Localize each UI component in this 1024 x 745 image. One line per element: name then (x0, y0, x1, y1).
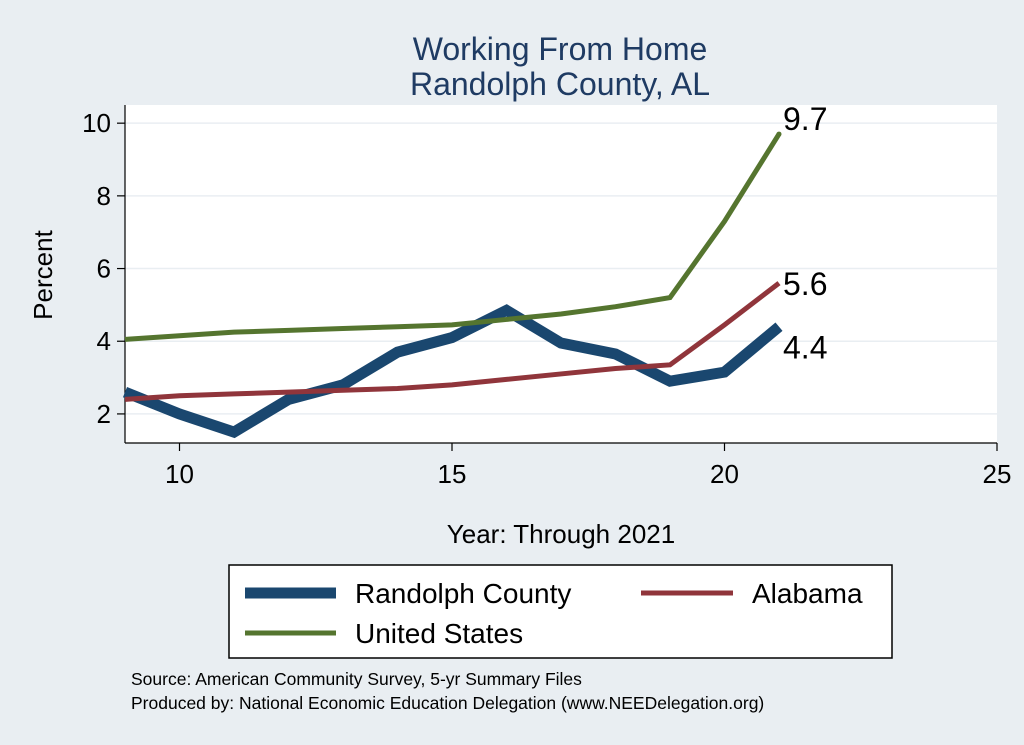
source-note: Source: American Community Survey, 5-yr … (131, 669, 582, 689)
legend-label-united-states: United States (355, 618, 523, 649)
series-lines (122, 131, 783, 439)
produced-by-note: Produced by: National Economic Education… (131, 693, 764, 713)
end-label-alabama: 5.6 (783, 266, 827, 302)
x-tick-label: 20 (710, 459, 739, 489)
end-labels: 4.4 5.6 9.7 (783, 101, 827, 366)
x-tick-label: 10 (165, 459, 194, 489)
x-axis-label: Year: Through 2021 (447, 519, 675, 549)
legend-box (228, 564, 893, 659)
x-tick-label: 25 (983, 459, 1012, 489)
y-tick-label: 2 (97, 399, 111, 429)
legend-label-alabama: Alabama (752, 578, 863, 609)
y-tick-label: 10 (82, 108, 111, 138)
series-line-randolph-county (122, 304, 783, 439)
series-line-united-states (124, 132, 782, 342)
chart-title-line-1: Working From Home (413, 31, 708, 67)
y-tick-label: 8 (97, 181, 111, 211)
series-line-alabama (124, 281, 781, 402)
legend-label-randolph-county: Randolph County (355, 578, 571, 609)
end-label-randolph-county: 4.4 (783, 330, 827, 366)
end-point-united-states (776, 131, 782, 137)
x-tick-label: 15 (438, 459, 467, 489)
end-label-united-states: 9.7 (783, 101, 827, 137)
y-axis-label: Percent (28, 229, 58, 319)
legend: Randolph County Alabama United States (228, 564, 893, 659)
plot-area (125, 105, 997, 443)
axes: 2 4 6 8 10 10 15 20 25 (82, 105, 1011, 489)
chart-title-line-2: Randolph County, AL (410, 66, 710, 102)
y-tick-label: 6 (97, 254, 111, 284)
y-tick-label: 4 (97, 326, 111, 356)
